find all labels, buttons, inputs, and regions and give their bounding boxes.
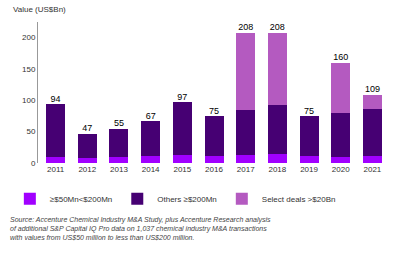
svg-text:55: 55 [114, 118, 124, 128]
svg-text:2021: 2021 [364, 165, 382, 174]
svg-text:50: 50 [26, 127, 35, 136]
svg-text:2019: 2019 [300, 165, 318, 174]
svg-text:2016: 2016 [205, 165, 223, 174]
svg-text:47: 47 [82, 123, 92, 133]
svg-text:67: 67 [146, 111, 156, 121]
svg-text:75: 75 [304, 106, 314, 116]
svg-text:2013: 2013 [110, 165, 128, 174]
svg-text:97: 97 [177, 92, 187, 102]
svg-text:≥$50Mn<$200Mn: ≥$50Mn<$200Mn [50, 195, 112, 204]
svg-text:2018: 2018 [268, 165, 286, 174]
svg-text:208: 208 [270, 22, 285, 32]
svg-text:Source: Accenture Chemical Ind: Source: Accenture Chemical Industry M&A … [10, 216, 271, 241]
svg-text:160: 160 [333, 52, 348, 62]
svg-text:100: 100 [22, 96, 36, 105]
svg-text:2020: 2020 [332, 165, 350, 174]
svg-text:2017: 2017 [237, 165, 255, 174]
svg-text:150: 150 [22, 65, 36, 74]
svg-text:2011: 2011 [47, 165, 65, 174]
svg-text:2014: 2014 [142, 165, 160, 174]
svg-text:2015: 2015 [173, 165, 191, 174]
svg-text:109: 109 [365, 84, 380, 94]
svg-text:200: 200 [22, 33, 36, 42]
svg-text:Others ≥$200Mn: Others ≥$200Mn [157, 195, 217, 204]
svg-text:Value (US$Bn): Value (US$Bn) [13, 5, 66, 14]
svg-text:2012: 2012 [78, 165, 96, 174]
svg-text:208: 208 [238, 22, 253, 32]
svg-text:0: 0 [31, 159, 36, 168]
svg-text:Select deals >$20Bn: Select deals >$20Bn [262, 195, 336, 204]
svg-text:94: 94 [51, 94, 61, 104]
svg-text:75: 75 [209, 106, 219, 116]
